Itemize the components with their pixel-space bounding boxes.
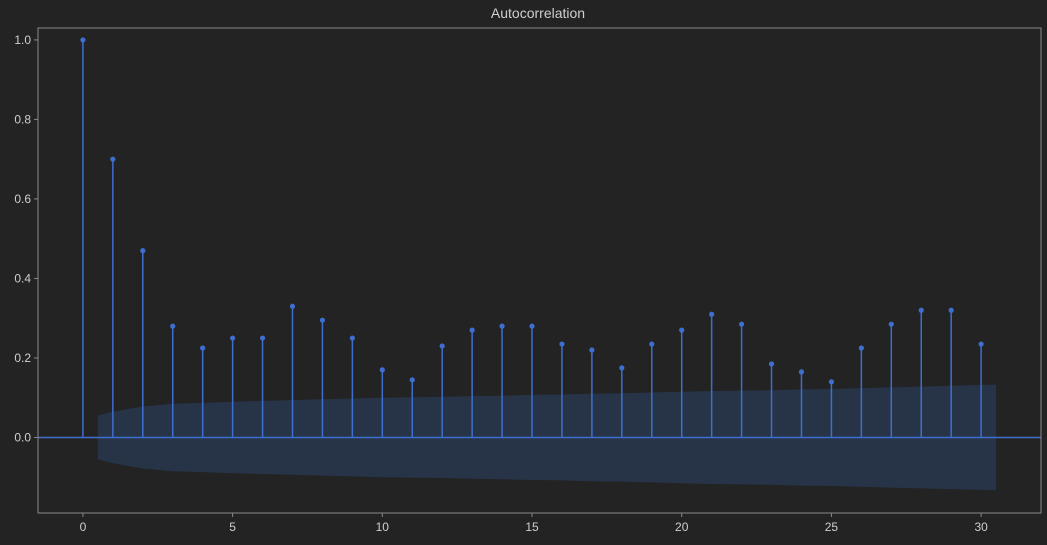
stem-marker-lag-18 (619, 365, 625, 371)
stem-marker-lag-8 (319, 317, 326, 323)
y-tick-label: 1.0 (14, 33, 31, 47)
y-tick-label: 0.0 (14, 430, 31, 444)
stem-marker-lag-25 (828, 379, 835, 385)
stem-marker-lag-12 (439, 343, 445, 349)
stem-marker-lag-4 (200, 345, 206, 351)
stem-marker-lag-29 (948, 307, 954, 313)
stem-marker-lag-5 (230, 335, 236, 341)
stem-marker-lag-16 (559, 341, 565, 347)
stem-marker-lag-17 (589, 347, 595, 353)
x-tick-label: 10 (376, 520, 390, 534)
stem-layer (38, 37, 1041, 439)
y-tick-label: 0.6 (14, 192, 31, 206)
x-tick-label: 25 (825, 520, 839, 534)
y-tick-label: 0.8 (14, 112, 31, 126)
y-tick-label: 0.4 (14, 271, 31, 285)
stem-marker-lag-26 (858, 345, 864, 351)
x-tick-label: 0 (80, 520, 87, 534)
stem-marker-lag-22 (738, 321, 745, 327)
stem-marker-lag-19 (649, 341, 655, 347)
stem-marker-lag-3 (170, 323, 176, 329)
stem-marker-lag-0 (80, 37, 86, 43)
plot-frame (37, 27, 1042, 514)
stem-marker-lag-7 (289, 303, 296, 309)
stem-marker-lag-23 (768, 361, 775, 367)
stem-marker-lag-30 (978, 341, 984, 347)
y-tick-label: 0.2 (14, 351, 31, 365)
stem-marker-lag-11 (409, 377, 415, 383)
stem-marker-lag-9 (349, 335, 355, 341)
stem-marker-lag-21 (709, 311, 715, 317)
x-tick-label: 30 (974, 520, 988, 534)
stem-marker-lag-1 (110, 156, 116, 162)
axis-layer: 0 5 10 15 20 25 30 0.0 0.2 0.4 0.6 0.8 1.0 (14, 27, 1042, 534)
stem-marker-lag-14 (499, 323, 505, 329)
stem-marker-lag-28 (918, 307, 924, 313)
stem-marker-lag-10 (379, 367, 385, 373)
stem-marker-lag-20 (679, 327, 685, 333)
chart-title: Autocorrelation (491, 5, 585, 21)
stem-marker-lag-24 (798, 369, 805, 375)
stem-marker-lag-6 (259, 335, 266, 341)
stem-marker-lag-2 (140, 248, 146, 254)
x-tick-label: 20 (675, 520, 689, 534)
stem-marker-lag-15 (529, 323, 535, 329)
x-tick-label: 15 (525, 520, 539, 534)
stem-marker-lag-13 (469, 327, 475, 333)
x-tick-label: 5 (229, 520, 236, 534)
stem-marker-lag-27 (888, 321, 894, 327)
